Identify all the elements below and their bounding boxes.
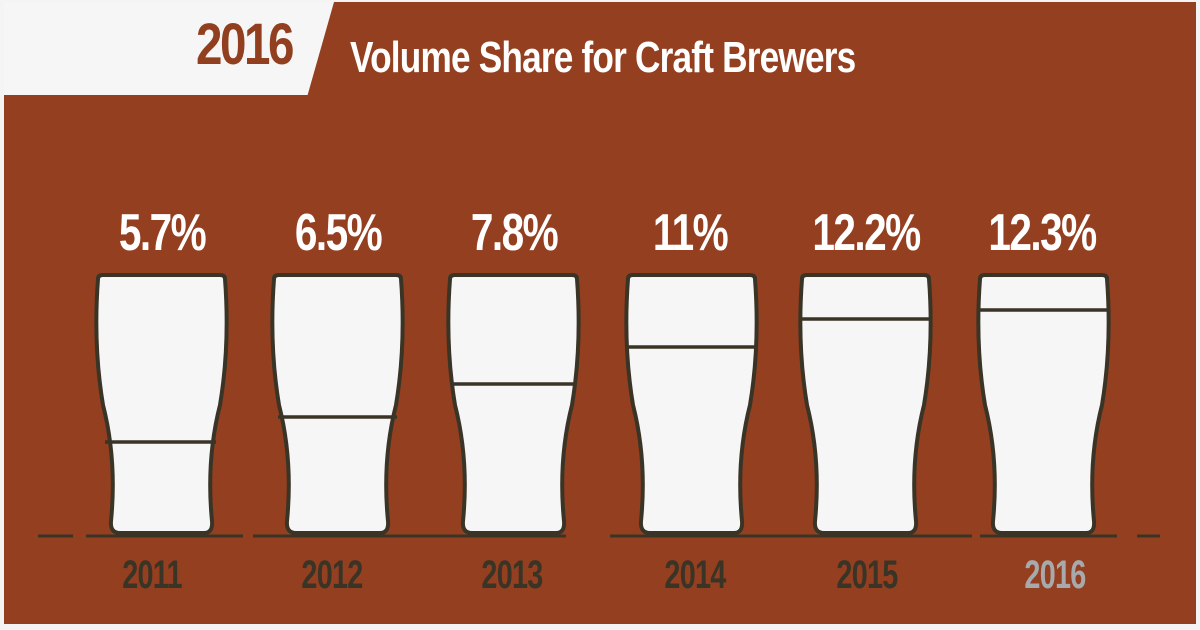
year-label-2012: 2012 xyxy=(301,553,363,597)
year-label-2013: 2013 xyxy=(481,553,543,597)
value-label-2014: 11% xyxy=(652,204,729,262)
year-label-2016: 2016 xyxy=(1024,553,1086,597)
glass-2012 xyxy=(270,273,405,535)
glass-2011 xyxy=(94,273,229,535)
year-label-2011: 2011 xyxy=(122,553,182,597)
value-label-2015: 12.2% xyxy=(812,204,921,262)
chart-title: Volume Share for Craft Brewers xyxy=(350,33,856,82)
glass-2014 xyxy=(624,273,759,535)
glass-2016 xyxy=(976,273,1111,535)
year-label-2014: 2014 xyxy=(664,553,726,597)
value-label-2011: 5.7% xyxy=(118,204,207,262)
year-label-2015: 2015 xyxy=(836,553,898,597)
title-year: 2016 xyxy=(196,12,294,77)
value-label-2012: 6.5% xyxy=(294,204,383,262)
value-label-2016: 12.3% xyxy=(988,204,1097,262)
title-year-tab xyxy=(4,2,334,95)
value-label-2013: 7.8% xyxy=(470,204,559,262)
glass-2013 xyxy=(446,273,581,535)
glass-2015 xyxy=(798,273,933,535)
